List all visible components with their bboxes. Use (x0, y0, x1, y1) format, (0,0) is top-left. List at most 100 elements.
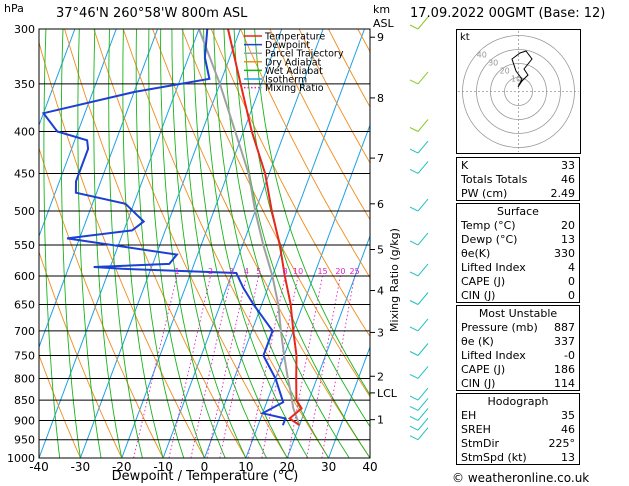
index-label: Temp (°C) (461, 218, 516, 232)
mixing-ratio-line (206, 275, 247, 458)
wind-barb (417, 387, 429, 401)
dry-adiabat-line (622, 29, 629, 458)
wind-barb-flag (409, 326, 419, 332)
index-value: 114 (554, 376, 575, 390)
table-row: Dewp (°C) 13 (457, 232, 580, 246)
dry-adiabat-line (240, 29, 370, 279)
isotherm-line (245, 123, 370, 458)
index-value: 2.49 (550, 186, 576, 200)
mixing-ratio-label: 2 (208, 267, 213, 276)
legend-entry: Dewpoint (265, 40, 310, 51)
pressure-tick-label: 1000 (7, 452, 35, 465)
height-tick-labels: 9 8 7 6 5 4 3 2 LCL 1 (370, 31, 398, 427)
plot-frame (38, 28, 371, 459)
parcel-trajectory-line (198, 29, 301, 426)
isotherm-line (39, 29, 117, 238)
index-label: Lifted Index (461, 260, 526, 274)
table-row: CAPE (J) 0 (457, 274, 580, 288)
wind-barb (417, 161, 429, 174)
wind-barb-flag (409, 374, 419, 379)
wet-adiabat-line (148, 29, 205, 458)
wind-barb-flag (409, 206, 419, 212)
profile-lines (41, 29, 303, 427)
surface-table: Surface Temp (°C) 20 Dewp (°C) 13 θe(K) 330 Li… (456, 203, 580, 303)
index-label: Totals Totals (461, 172, 528, 186)
height-tick-label: 9 (377, 31, 384, 44)
isotherm-line (204, 29, 365, 458)
legend-entry: Wet Adiabat (265, 66, 323, 77)
dry-adiabat-line (39, 40, 205, 458)
pressure-tick-label: 700 (14, 325, 35, 338)
temperature-tick-label: -10 (153, 460, 173, 474)
index-label: EH (461, 408, 477, 422)
pressure-tick-labels: 300 350 400 450 500 550 600 650 700 750 800 850 900 9… (7, 23, 35, 465)
indices-panel: K 33 Totals Totals 46 PW (cm) 2.49 Surface Te… (456, 157, 580, 465)
index-value: 186 (554, 362, 575, 376)
mixing-ratio-label: 1 (174, 267, 179, 276)
hodograph-ring (504, 77, 533, 106)
mixing-ratio-labels: 1 2 3 4 5 8 10 15 20 25 (174, 267, 359, 276)
wind-barb (417, 71, 429, 85)
index-label: CAPE (J) (461, 362, 506, 376)
index-value: 20 (561, 218, 575, 232)
hodograph-unit: kt (460, 32, 470, 43)
dry-adiabat-line (592, 29, 629, 458)
index-value: 330 (554, 246, 575, 260)
index-label: PW (cm) (461, 186, 508, 200)
mixing-ratio-label: 3 (229, 267, 234, 276)
pressure-tick-label: 900 (14, 414, 35, 427)
height-tick-label: 2 (377, 370, 384, 383)
pressure-tick-label: 650 (14, 299, 35, 312)
index-label: CIN (J) (461, 288, 496, 302)
pressure-tick-label: 300 (14, 23, 35, 36)
wet-adiabat-line (160, 29, 226, 458)
table-row: Lifted Index 4 (457, 260, 580, 274)
mixing-ratio-label: 4 (244, 267, 249, 276)
wind-barbs (409, 16, 429, 441)
hodograph-table: Hodograph EH 35 SREH 46 StmDir 225° StmSpd (kt… (456, 393, 580, 465)
height-tick-label: 8 (377, 92, 384, 105)
credit-link[interactable]: © weatheronline.co.uk (452, 471, 590, 485)
wind-barb-flag (409, 416, 419, 421)
pressure-tick-label: 450 (14, 167, 35, 180)
table-row: CAPE (J) 186 (457, 362, 580, 376)
wind-barb-flag (409, 24, 419, 30)
wind-barb (417, 417, 429, 431)
wind-barb-flag (409, 395, 419, 401)
height-tick-label: 7 (377, 152, 384, 165)
hodograph-ring (476, 49, 561, 134)
table-row: θe(K) 330 (457, 246, 580, 260)
isotherm-line (328, 345, 370, 458)
wet-adiabat-line (43, 29, 61, 458)
pressure-tick-label: 800 (14, 372, 35, 385)
temperature-tick-label: 0 (201, 460, 209, 474)
mixing-ratio-label: 8 (283, 267, 288, 276)
mixing-ratio-line (133, 275, 178, 458)
temperature-tick-label: 40 (362, 460, 377, 474)
surface-title: Surface (497, 204, 539, 218)
wind-barb-flag (409, 169, 419, 174)
wind-barb (417, 366, 429, 379)
mixing-ratio-label: 20 (335, 267, 345, 276)
isotherm-line (39, 29, 76, 127)
pressure-tick-label: 600 (14, 270, 35, 283)
height-tick-label: LCL (377, 387, 398, 400)
mixing-ratio-label: 25 (350, 267, 360, 276)
x-axis-label: Dewpoint / Temperature (°C) (112, 469, 299, 484)
wind-barb (417, 292, 429, 305)
table-row: Temp (°C) 20 (457, 218, 580, 232)
temperature-tick-label: 30 (321, 460, 336, 474)
index-label: CAPE (J) (461, 274, 506, 288)
table-row: K 33 (457, 158, 580, 173)
index-label: StmDir (461, 436, 500, 450)
isotherm-line (79, 29, 241, 458)
wind-barb-flag (409, 127, 419, 132)
mixing-ratio-line (321, 275, 356, 458)
most-unstable-table: Most Unstable Pressure (mb) 887 θe (K) 337 L… (456, 305, 580, 391)
y-axis-label: Mixing Ratio (g/kg) (388, 228, 401, 332)
dry-adiabat-line (298, 29, 370, 164)
index-value: -0 (564, 348, 575, 362)
dry-adiabat-line (39, 353, 81, 458)
isotherm-line (162, 29, 324, 458)
